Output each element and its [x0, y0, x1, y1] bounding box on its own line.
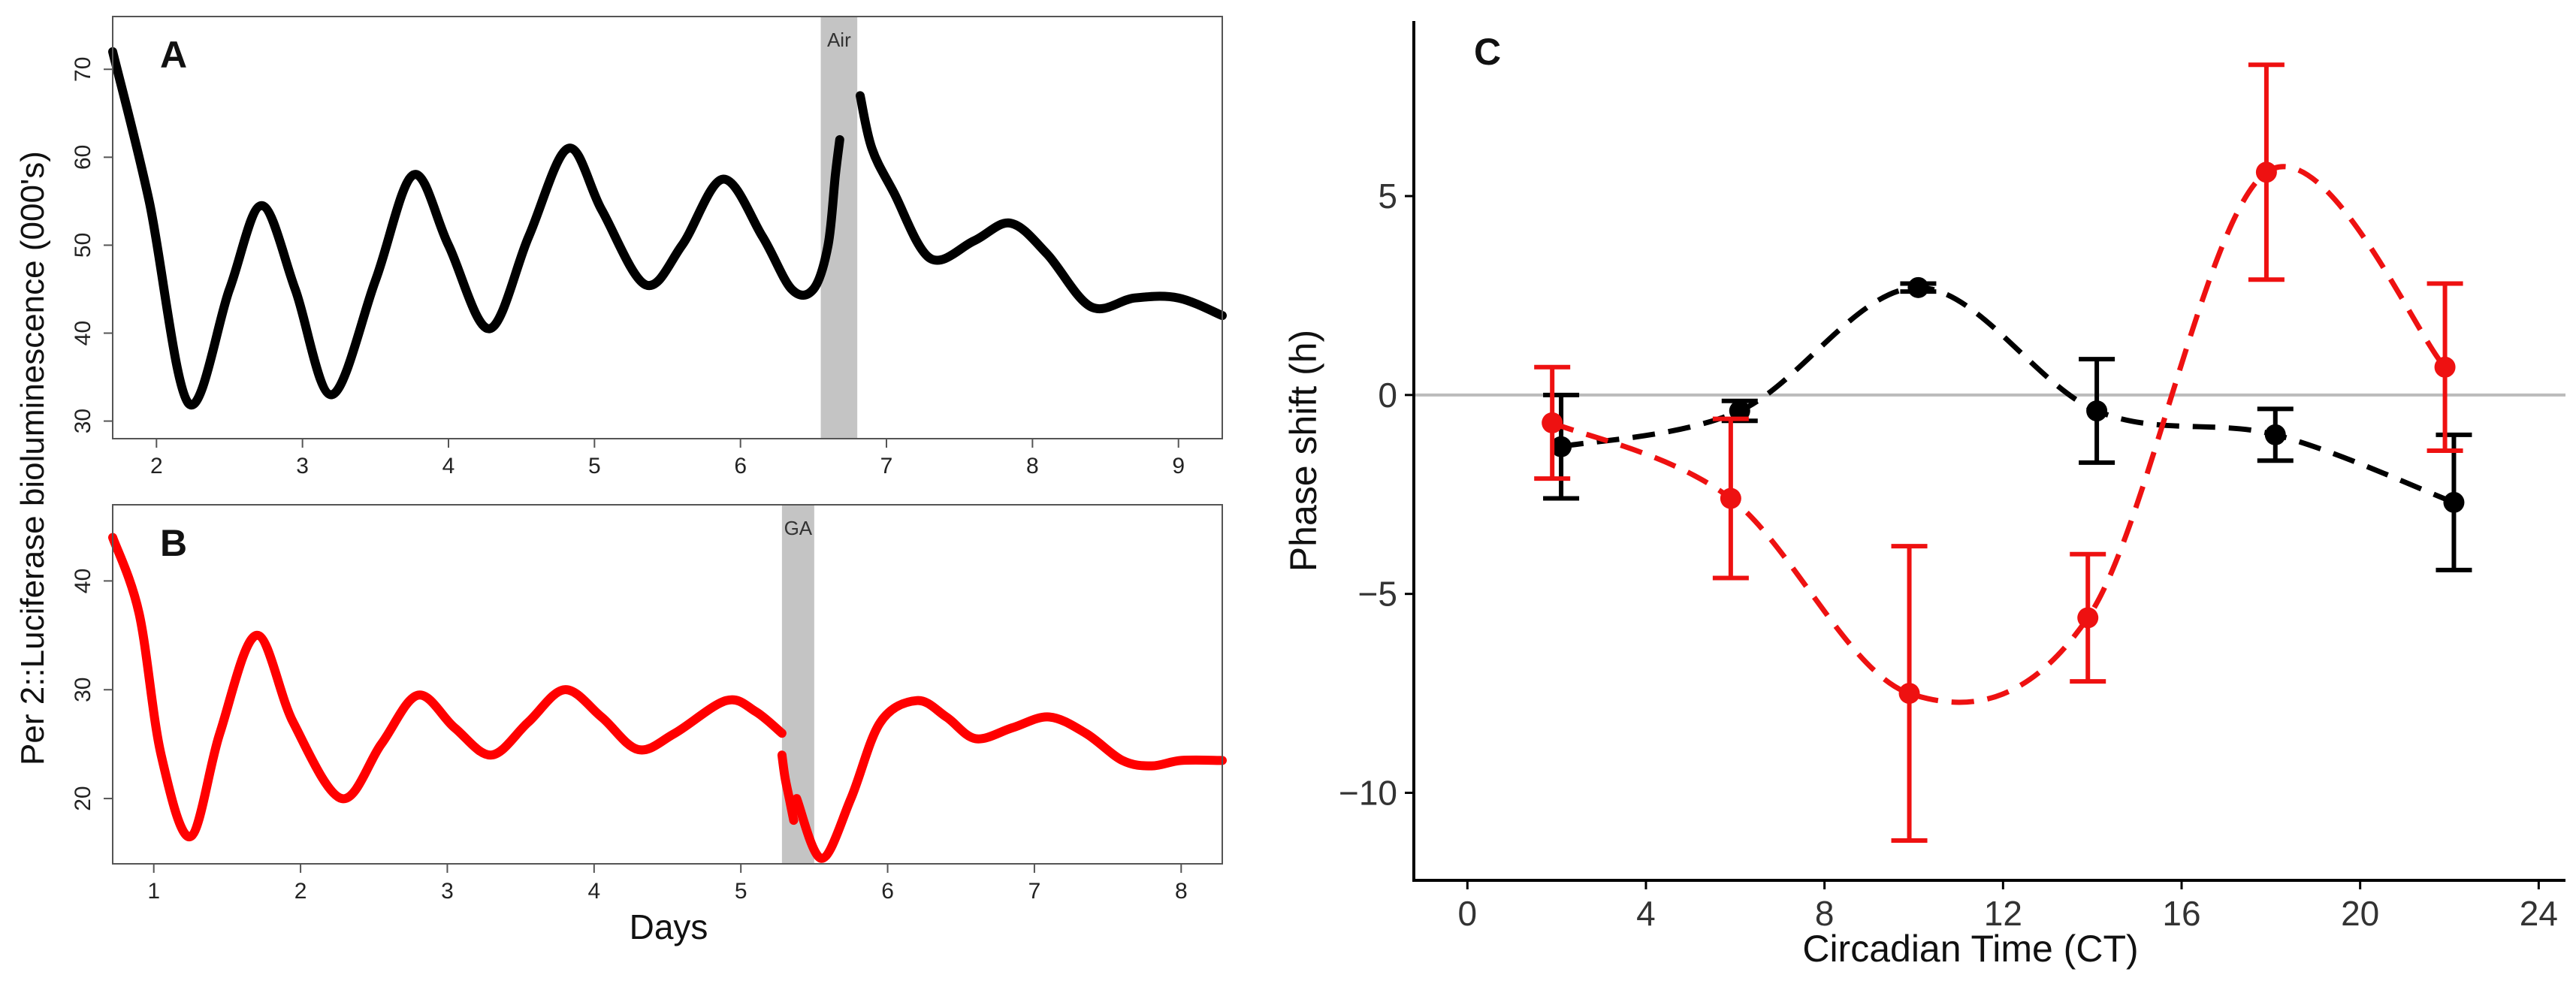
- panel-b-y-tick-label: 40: [71, 569, 95, 593]
- panel-b-x-tick-label: 8: [1175, 879, 1188, 904]
- panel-b-frame: [112, 504, 1223, 865]
- panel-a-frame: [112, 16, 1223, 439]
- panel-c-y-axis: 5 0 −5 −10: [1339, 177, 1414, 812]
- panel-c-ga-point: [2255, 161, 2277, 183]
- panel-c-y-tick-label: 0: [1378, 376, 1397, 415]
- panel-a-x-tick-label: 5: [588, 454, 601, 478]
- panel-a-y-tick-label: 60: [71, 145, 95, 170]
- panel-b-x-tick-label: 1: [147, 879, 160, 904]
- panel-c: 0 4 8 12 16 20 24 5 0 −5 −10 C Circadian Time (CT…: [1282, 21, 2565, 970]
- panel-b-trace-gap: [777, 750, 799, 826]
- panel-c-x-tick-label: 8: [1815, 894, 1835, 933]
- panel-c-x-tick-label: 20: [2341, 894, 2379, 933]
- panel-b-x-axis: 1 2 3 4 5 6 7 8: [147, 864, 1188, 904]
- panel-b-ga-label: GA: [784, 517, 813, 539]
- panel-c-air-point: [2086, 400, 2108, 422]
- panel-a-y-tick-label: 30: [71, 409, 95, 433]
- panel-a-y-tick-label: 40: [71, 321, 95, 346]
- panel-b-x-tick-label: 4: [587, 879, 600, 904]
- panel-c-x-tick-label: 16: [2162, 894, 2200, 933]
- panel-c-air-point: [1729, 400, 1750, 422]
- panel-c-ga-point: [1720, 487, 1741, 509]
- panel-c-ga-point: [2077, 607, 2099, 629]
- panel-c-y-tick-label: −5: [1358, 575, 1397, 614]
- panel-a-air-label: Air: [827, 29, 851, 51]
- panel-c-x-tick-label: 12: [1984, 894, 2022, 933]
- panel-c-ga-point: [1542, 412, 1563, 433]
- panel-a-x-tick-label: 8: [1026, 454, 1039, 478]
- panel-c-x-tick-label: 0: [1458, 894, 1478, 933]
- panel-a-x-tick-label: 4: [442, 454, 455, 478]
- panel-a-y-axis: 30 40 50 60 70: [71, 57, 113, 433]
- panel-b: GA 1 2 3 4 5 6 7 8 20 30 40 B Days: [71, 504, 1227, 946]
- panel-c-letter: C: [1474, 31, 1501, 73]
- panel-c-air-point: [2264, 424, 2286, 445]
- panel-a-y-tick-label: 70: [71, 57, 95, 82]
- panel-b-series: [108, 533, 1227, 863]
- panel-a-y-tick-label: 50: [71, 233, 95, 258]
- panel-b-trace-pre: [108, 533, 787, 841]
- panel-c-y-tick-label: −10: [1339, 773, 1397, 812]
- panel-c-x-tick-label: 4: [1636, 894, 1656, 933]
- panel-b-x-tick-label: 2: [294, 879, 307, 904]
- panel-b-y-tick-label: 20: [71, 786, 95, 810]
- panel-a-trace-post: [856, 91, 1227, 321]
- panel-c-ga-point: [2434, 356, 2456, 378]
- panel-c-air-point: [1551, 436, 1572, 457]
- panel-b-x-tick-label: 6: [881, 879, 894, 904]
- panel-b-trace-post: [792, 696, 1227, 863]
- panel-b-y-tick-label: 30: [71, 678, 95, 702]
- panel-a-x-tick-label: 6: [734, 454, 747, 478]
- panel-b-x-tick-label: 3: [441, 879, 454, 904]
- panel-a: Air 2 3 4 5 6 7 8 9 30 40 50 60 70 A: [71, 16, 1227, 478]
- panel-c-x-axis: 0 4 8 12 16 20 24: [1458, 880, 2558, 933]
- panel-b-x-axis-title: Days: [630, 907, 708, 946]
- panel-c-series: [1534, 62, 2472, 844]
- panel-b-letter: B: [160, 522, 187, 564]
- panel-c-air-point: [2443, 491, 2465, 513]
- panel-a-x-tick-label: 3: [296, 454, 309, 478]
- panel-c-ga-dashed-line: [1551, 164, 2448, 705]
- panel-a-x-tick-label: 2: [150, 454, 163, 478]
- panel-c-y-tick-label: 5: [1378, 177, 1397, 216]
- panel-c-x-axis-title: Circadian Time (CT): [1802, 928, 2138, 970]
- panel-a-x-axis: 2 3 4 5 6 7 8 9: [150, 439, 1185, 478]
- panel-a-series: [108, 47, 1227, 410]
- panel-c-air-point: [1907, 276, 1929, 298]
- panel-ab-y-axis-title: Per 2::Luciferase bioluminescence (000's…: [14, 151, 51, 765]
- panel-c-y-axis-title: Phase shift (h): [1282, 330, 1324, 572]
- panel-b-x-tick-label: 5: [735, 879, 747, 904]
- panel-a-x-tick-label: 9: [1172, 454, 1185, 478]
- panel-c-x-tick-label: 24: [2520, 894, 2558, 933]
- panel-a-x-tick-label: 7: [880, 454, 893, 478]
- panel-a-trace-pre: [108, 47, 844, 410]
- panel-a-letter: A: [160, 34, 187, 76]
- panel-b-y-axis: 20 30 40: [71, 569, 113, 811]
- panel-c-ga-point: [1898, 683, 1920, 705]
- panel-b-x-tick-label: 7: [1028, 879, 1041, 904]
